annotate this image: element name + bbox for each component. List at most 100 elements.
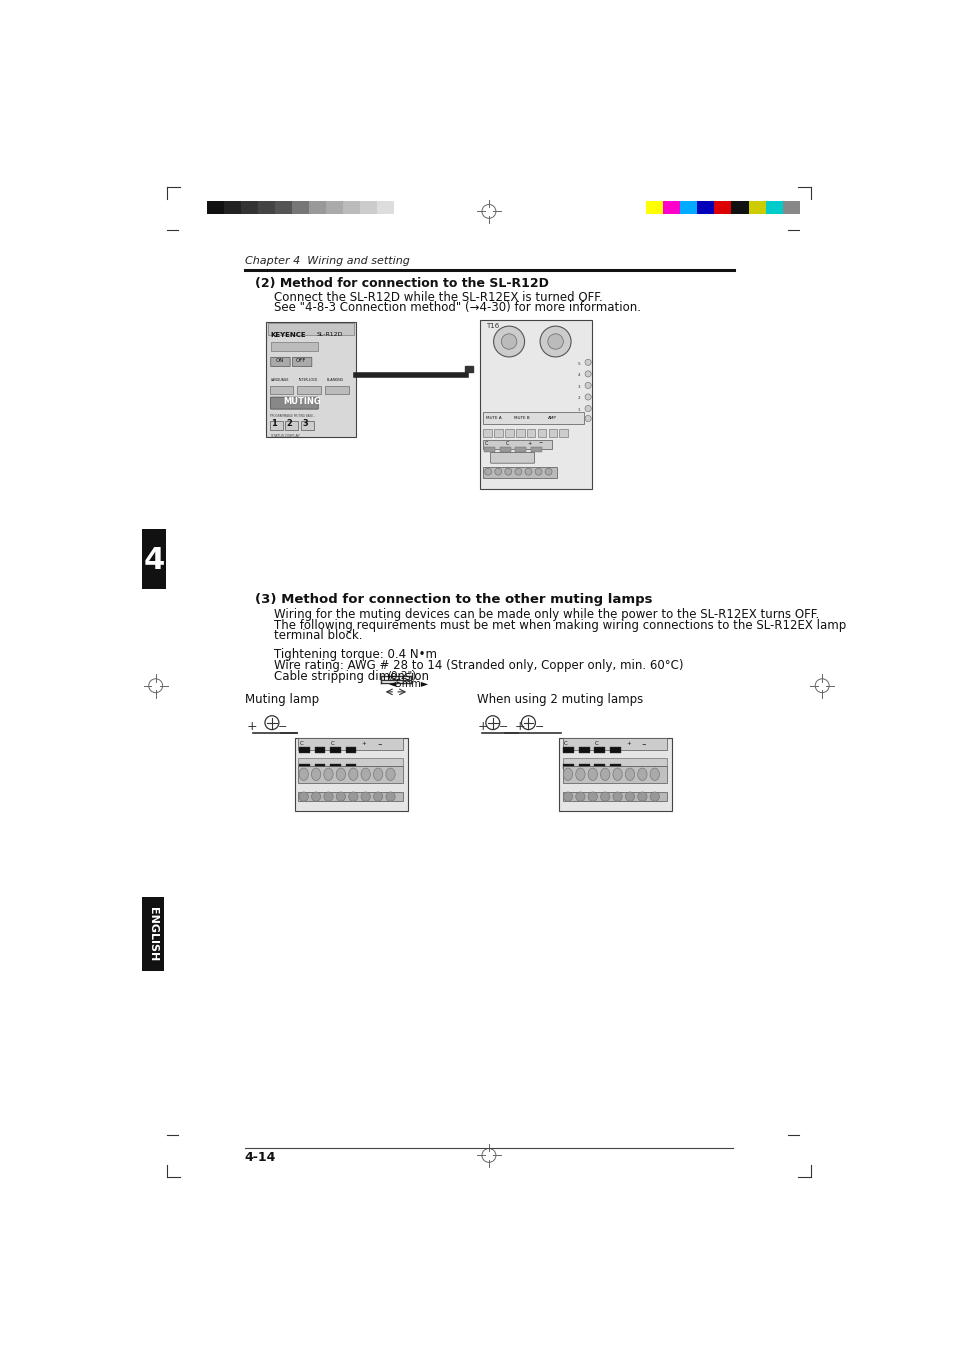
Bar [679,200,697,215]
Text: ENGLISH: ENGLISH [149,907,158,961]
Circle shape [500,334,517,349]
Ellipse shape [348,792,357,801]
Bar [274,200,292,215]
Text: +: + [514,720,524,734]
Ellipse shape [373,769,382,781]
Ellipse shape [575,769,584,781]
Bar [314,765,325,769]
Text: −: − [534,723,543,732]
Ellipse shape [612,792,621,801]
Ellipse shape [323,769,333,781]
Bar [662,200,679,215]
Text: (0.2"): (0.2") [387,671,416,681]
Bar [325,386,348,394]
Bar [558,428,567,436]
Text: 3: 3 [302,419,308,428]
Text: −: − [278,723,287,732]
Bar [271,342,317,351]
Ellipse shape [373,792,382,801]
Bar [562,758,666,766]
Bar [326,200,343,215]
Circle shape [584,405,591,412]
Circle shape [544,469,552,476]
Bar [207,200,224,215]
Bar [285,422,298,430]
Bar [314,747,325,754]
Bar [781,200,799,215]
Ellipse shape [612,769,621,781]
Bar [483,428,492,436]
Ellipse shape [637,792,646,801]
Bar [298,765,310,769]
Text: 1: 1 [271,419,277,428]
Ellipse shape [298,769,308,781]
Ellipse shape [599,769,609,781]
Bar [562,747,574,754]
Ellipse shape [587,769,597,781]
Ellipse shape [385,792,395,801]
Text: −: − [498,723,508,732]
Text: C: C [595,740,598,746]
Bar [515,447,525,453]
Circle shape [584,394,591,400]
FancyBboxPatch shape [271,397,318,409]
Text: (3) Method for connection to the other muting lamps: (3) Method for connection to the other m… [254,593,652,605]
Text: 5: 5 [578,362,580,366]
Bar [300,422,314,430]
Ellipse shape [587,792,597,801]
Text: MUTE B: MUTE B [514,416,530,420]
Text: terminal block.: terminal block. [274,628,362,642]
Bar [298,738,402,750]
Text: +: + [247,720,257,734]
Ellipse shape [348,769,357,781]
Text: +: + [476,720,487,734]
Text: −: − [537,440,542,446]
FancyBboxPatch shape [490,453,534,463]
Text: C: C [563,740,567,746]
Ellipse shape [385,769,395,781]
Text: The following requirements must be met when making wiring connections to the SL-: The following requirements must be met w… [274,619,845,632]
Text: ON: ON [275,358,284,363]
Bar [257,200,274,215]
Text: PROGRAMMABLE MUTING BASE...: PROGRAMMABLE MUTING BASE... [270,413,315,417]
Bar [562,738,666,750]
Circle shape [584,370,591,377]
Text: +: + [625,740,630,746]
Text: 1: 1 [578,408,580,412]
Ellipse shape [298,792,308,801]
Circle shape [539,326,571,357]
Text: Muting lamp: Muting lamp [245,693,318,707]
Text: T16: T16 [485,323,498,328]
Text: BLANKING: BLANKING [326,378,343,382]
Text: When using 2 muting lamps: When using 2 muting lamps [476,693,643,707]
Text: Cable stripping dimension: Cable stripping dimension [274,670,429,682]
Bar [526,428,535,436]
Bar [530,447,541,453]
Text: ◄5mm►: ◄5mm► [389,680,429,689]
Bar [494,428,502,436]
Bar [562,765,574,769]
Bar [578,747,589,754]
Text: AMP: AMP [547,416,557,420]
Text: +: + [361,740,366,746]
Bar [483,467,557,478]
Circle shape [584,416,591,422]
Bar [562,792,666,801]
Text: Connect the SL-R12D while the SL-R12EX is turned OFF.: Connect the SL-R12D while the SL-R12EX i… [274,290,602,304]
Bar [697,200,714,215]
Bar [297,386,320,394]
Ellipse shape [649,792,659,801]
Ellipse shape [335,792,345,801]
Ellipse shape [323,792,333,801]
Text: INTER-LOCK: INTER-LOCK [298,378,317,382]
Text: −: − [377,740,381,746]
Text: Wire rating: AWG # 28 to 14 (Stranded only, Copper only, min. 60°C): Wire rating: AWG # 28 to 14 (Stranded on… [274,659,683,671]
Circle shape [584,382,591,389]
Bar [558,738,671,811]
Ellipse shape [311,792,320,801]
Text: (2) Method for connection to the SL-R12D: (2) Method for connection to the SL-R12D [254,277,548,290]
Ellipse shape [575,792,584,801]
Text: +: + [527,440,531,446]
Bar [464,366,472,373]
Circle shape [521,716,535,730]
